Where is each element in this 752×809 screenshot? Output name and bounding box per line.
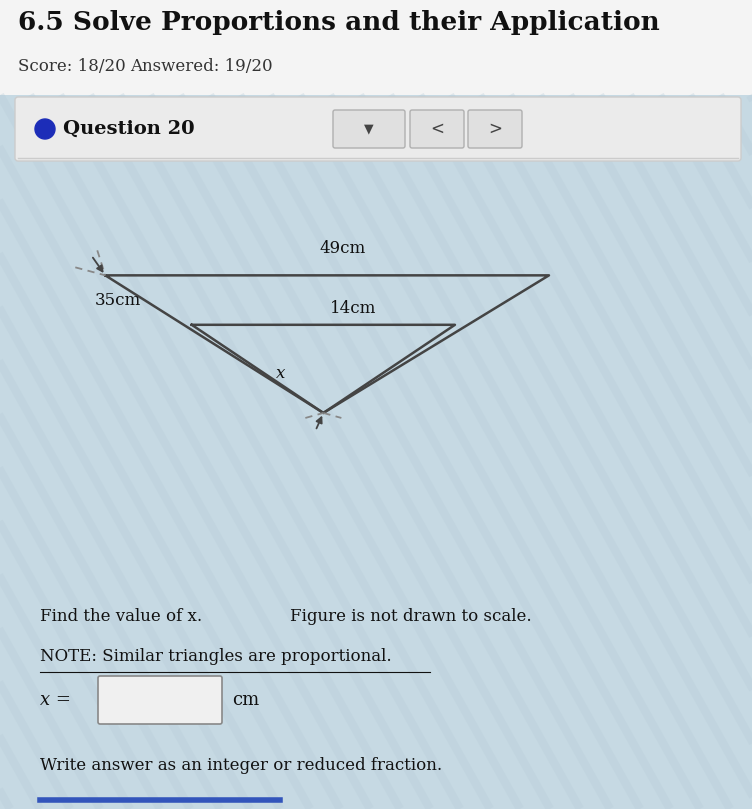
Text: 35cm: 35cm (94, 291, 141, 308)
Text: x =: x = (40, 691, 71, 709)
FancyBboxPatch shape (15, 97, 741, 161)
Text: ▼: ▼ (364, 122, 374, 135)
FancyBboxPatch shape (410, 110, 464, 148)
Text: NOTE: Similar triangles are proportional.: NOTE: Similar triangles are proportional… (40, 648, 392, 665)
Bar (0, 95, 752, 809)
Text: 6.5 Solve Proportions and their Application: 6.5 Solve Proportions and their Applicat… (18, 10, 660, 35)
Text: >: > (488, 120, 502, 138)
Text: Find the value of x.: Find the value of x. (40, 608, 202, 625)
Text: x: x (275, 366, 285, 383)
Text: Write answer as an integer or reduced fraction.: Write answer as an integer or reduced fr… (40, 757, 442, 774)
Text: 14cm: 14cm (330, 300, 377, 317)
FancyBboxPatch shape (333, 110, 405, 148)
Text: cm: cm (232, 691, 259, 709)
Circle shape (35, 119, 55, 139)
Text: 49cm: 49cm (319, 240, 365, 257)
Text: Score: 18/20: Score: 18/20 (18, 58, 126, 75)
Text: <: < (430, 120, 444, 138)
Text: Answered: 19/20: Answered: 19/20 (130, 58, 273, 75)
Text: Figure is not drawn to scale.: Figure is not drawn to scale. (290, 608, 532, 625)
FancyBboxPatch shape (98, 676, 222, 724)
FancyBboxPatch shape (468, 110, 522, 148)
Text: Question 20: Question 20 (63, 120, 195, 138)
Bar (0, 0, 752, 95)
